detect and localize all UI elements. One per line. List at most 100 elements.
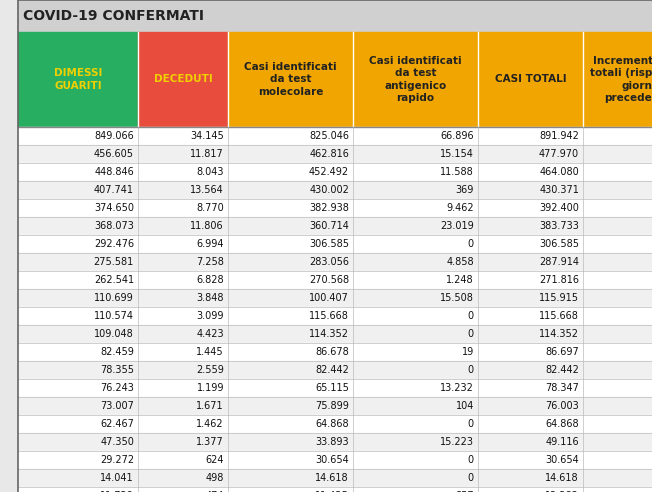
Text: 19: 19 (462, 347, 474, 357)
Text: Casi identificati
da test
molecolare: Casi identificati da test molecolare (244, 62, 337, 97)
Text: 456.605: 456.605 (94, 149, 134, 159)
Text: Casi identificati
da test
antigenico
rapido: Casi identificati da test antigenico rap… (369, 56, 462, 103)
Text: 100.407: 100.407 (309, 293, 349, 303)
Text: 624: 624 (205, 455, 224, 465)
Bar (18, 343, 652, 361)
Text: COVID-19 CONFERMATI: COVID-19 CONFERMATI (23, 9, 204, 23)
Text: 0: 0 (468, 455, 474, 465)
Bar (18, 469, 652, 487)
Bar (18, 271, 652, 289)
Text: 73.007: 73.007 (100, 401, 134, 411)
Bar (18, 163, 652, 181)
Text: 3.099: 3.099 (196, 311, 224, 321)
Text: 49.116: 49.116 (545, 437, 579, 447)
Text: 891.942: 891.942 (539, 131, 579, 141)
Text: 64.868: 64.868 (316, 419, 349, 429)
Text: 78.355: 78.355 (100, 365, 134, 375)
Text: 66.896: 66.896 (440, 131, 474, 141)
Text: 0: 0 (468, 311, 474, 321)
Bar (18, 361, 652, 379)
Text: 6.994: 6.994 (196, 239, 224, 249)
Text: 29.272: 29.272 (100, 455, 134, 465)
Text: 64.868: 64.868 (545, 419, 579, 429)
Text: 82.459: 82.459 (100, 347, 134, 357)
Text: 306.585: 306.585 (309, 239, 349, 249)
Bar (138, 32, 228, 127)
Text: 383.733: 383.733 (539, 221, 579, 231)
Text: 477.970: 477.970 (539, 149, 579, 159)
Text: 115.668: 115.668 (309, 311, 349, 321)
Text: 15.223: 15.223 (440, 437, 474, 447)
Text: 33.893: 33.893 (316, 437, 349, 447)
Text: 30.654: 30.654 (316, 455, 349, 465)
Text: 283.056: 283.056 (309, 257, 349, 267)
Text: 1.445: 1.445 (196, 347, 224, 357)
Text: 86.697: 86.697 (545, 347, 579, 357)
Text: 109.048: 109.048 (95, 329, 134, 339)
Text: 392.400: 392.400 (539, 203, 579, 213)
Text: 11.817: 11.817 (190, 149, 224, 159)
Text: 287.914: 287.914 (539, 257, 579, 267)
Bar (478, 32, 583, 127)
Text: 275.581: 275.581 (94, 257, 134, 267)
Text: 464.080: 464.080 (539, 167, 579, 177)
Text: 0: 0 (468, 329, 474, 339)
Text: 30.654: 30.654 (545, 455, 579, 465)
Bar (18, 235, 652, 253)
Bar (18, 0, 652, 32)
Text: 15.154: 15.154 (440, 149, 474, 159)
Text: 11.729: 11.729 (100, 491, 134, 492)
Bar (18, 487, 652, 492)
Text: DIMESSI
GUARITI: DIMESSI GUARITI (54, 68, 102, 91)
Text: 270.568: 270.568 (309, 275, 349, 285)
Text: DECEDUTI: DECEDUTI (154, 74, 213, 85)
Text: 360.714: 360.714 (309, 221, 349, 231)
Text: 13.232: 13.232 (440, 383, 474, 393)
Text: 86.678: 86.678 (316, 347, 349, 357)
Text: 23.019: 23.019 (440, 221, 474, 231)
Text: 76.243: 76.243 (100, 383, 134, 393)
Text: 369: 369 (456, 185, 474, 195)
Text: 14.618: 14.618 (316, 473, 349, 483)
Text: 452.492: 452.492 (309, 167, 349, 177)
Text: 2.559: 2.559 (196, 365, 224, 375)
Text: 1.462: 1.462 (196, 419, 224, 429)
Text: 15.508: 15.508 (440, 293, 474, 303)
Bar (228, 32, 353, 127)
Text: 498: 498 (205, 473, 224, 483)
Text: 382.938: 382.938 (309, 203, 349, 213)
Text: 857: 857 (455, 491, 474, 492)
Text: 368.073: 368.073 (94, 221, 134, 231)
Text: 292.476: 292.476 (94, 239, 134, 249)
Text: 1.377: 1.377 (196, 437, 224, 447)
Text: 62.467: 62.467 (100, 419, 134, 429)
Text: 6.828: 6.828 (196, 275, 224, 285)
Text: 262.541: 262.541 (94, 275, 134, 285)
Text: 13.564: 13.564 (190, 185, 224, 195)
Text: 34.145: 34.145 (190, 131, 224, 141)
Text: 407.741: 407.741 (94, 185, 134, 195)
Text: 0: 0 (468, 239, 474, 249)
Text: 849.066: 849.066 (95, 131, 134, 141)
Text: 474: 474 (205, 491, 224, 492)
Text: 115.915: 115.915 (539, 293, 579, 303)
Text: 430.002: 430.002 (309, 185, 349, 195)
Bar (18, 145, 652, 163)
Text: 110.574: 110.574 (94, 311, 134, 321)
Text: Incremento casi
totali (rispetto al
giorno
precedente): Incremento casi totali (rispetto al gior… (590, 56, 652, 103)
Bar (18, 253, 652, 271)
Text: 271.816: 271.816 (539, 275, 579, 285)
Text: 78.347: 78.347 (545, 383, 579, 393)
Bar (18, 199, 652, 217)
Text: 1.671: 1.671 (196, 401, 224, 411)
Text: 14.618: 14.618 (545, 473, 579, 483)
Text: 11.588: 11.588 (440, 167, 474, 177)
Text: 4.423: 4.423 (196, 329, 224, 339)
Bar (18, 397, 652, 415)
Text: 3.848: 3.848 (196, 293, 224, 303)
Text: 7.258: 7.258 (196, 257, 224, 267)
Text: 12.282: 12.282 (545, 491, 579, 492)
Text: 9.462: 9.462 (447, 203, 474, 213)
Text: 462.816: 462.816 (309, 149, 349, 159)
Text: 8.043: 8.043 (196, 167, 224, 177)
